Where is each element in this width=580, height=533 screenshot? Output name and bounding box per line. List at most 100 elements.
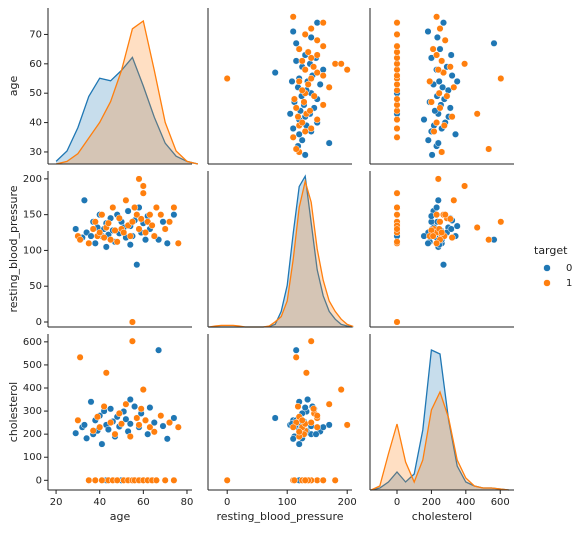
scatter-point <box>163 239 171 247</box>
y-tick-label: 0 <box>36 475 42 486</box>
x-axis-label: age <box>110 510 131 523</box>
scatter-point <box>85 239 93 247</box>
scatter-point <box>439 19 448 27</box>
scatter-point <box>161 476 169 484</box>
x-tick-label: 60 <box>137 497 150 508</box>
scatter-point <box>96 228 104 237</box>
scatter-point <box>301 404 309 412</box>
scatter-point <box>161 225 169 233</box>
scatter-point <box>446 215 454 223</box>
scatter-point <box>393 189 401 197</box>
scatter-point <box>319 101 327 109</box>
scatter-point <box>393 66 401 74</box>
scatter-point <box>170 414 178 422</box>
scatter-point <box>313 423 321 431</box>
scatter-point <box>298 57 306 65</box>
scatter-point <box>295 45 303 53</box>
scatter-point <box>128 318 136 326</box>
scatter-point <box>137 405 145 413</box>
y-axis-label: age <box>7 76 20 97</box>
scatter-point <box>447 51 455 59</box>
scatter-point <box>436 45 444 53</box>
scatter-point <box>313 476 321 484</box>
scatter-point <box>307 54 315 62</box>
scatter-point <box>133 261 141 269</box>
scatter-point <box>307 33 315 41</box>
scatter-point <box>102 243 110 251</box>
scatter-point <box>325 400 333 408</box>
scatter-point <box>89 427 97 435</box>
scatter-point <box>126 420 134 428</box>
scatter-point <box>111 430 119 438</box>
kde-fill <box>209 181 354 327</box>
scatter-point <box>98 211 106 219</box>
scatter-point <box>87 398 95 406</box>
scatter-point <box>438 228 446 237</box>
scatter-point <box>433 239 441 247</box>
y-tick-label: 150 <box>23 210 42 221</box>
y-tick-label: 60 <box>29 59 42 70</box>
scatter-point <box>271 69 279 77</box>
scatter-point <box>289 124 297 133</box>
scatter-point <box>98 440 106 448</box>
scatter-point <box>91 476 99 484</box>
scatter-point <box>433 211 441 219</box>
scatter-point <box>451 130 460 138</box>
scatter-point <box>300 98 308 106</box>
scatter-point <box>393 86 401 94</box>
scatter-point <box>292 346 300 354</box>
scatter-point <box>393 30 401 38</box>
scatter-point <box>446 104 454 112</box>
scatter-point <box>434 175 442 183</box>
scatter-point <box>307 124 315 133</box>
scatter-point <box>141 228 150 237</box>
scatter-point <box>393 72 401 80</box>
scatter-point <box>76 353 84 361</box>
scatter-point <box>313 36 321 44</box>
scatter-point <box>85 476 93 484</box>
scatter-point <box>443 92 451 100</box>
y-tick-label: 40 <box>29 118 42 129</box>
scatter-point <box>424 136 432 144</box>
scatter-point <box>393 318 401 326</box>
kde-fill <box>209 176 354 327</box>
scatter-point <box>461 182 469 190</box>
scatter-point <box>428 151 436 159</box>
scatter-point <box>292 57 300 65</box>
scatter-point <box>298 416 306 424</box>
scatter-point <box>436 218 444 226</box>
legend-marker <box>543 264 551 272</box>
scatter-point <box>393 211 401 219</box>
scatter-point <box>120 228 128 237</box>
y-axis-label: resting_blood_pressure <box>7 185 20 312</box>
scatter-point <box>319 19 327 27</box>
scatter-point <box>163 435 171 443</box>
scatter-point <box>434 196 442 204</box>
kde-line <box>55 56 199 165</box>
scatter-point <box>111 226 119 234</box>
scatter-point <box>289 13 297 21</box>
scatter-point <box>433 119 441 127</box>
scatter-point <box>310 92 318 100</box>
scatter-point <box>343 66 351 74</box>
scatter-point <box>72 429 80 437</box>
scatter-point <box>109 203 117 212</box>
y-tick-label: 500 <box>23 360 42 371</box>
scatter-point <box>393 80 401 88</box>
scatter-point <box>124 207 132 215</box>
scatter-point <box>146 404 154 412</box>
scatter-point <box>100 234 108 242</box>
scatter-point <box>292 145 300 153</box>
scatter-point <box>93 413 102 421</box>
scatter-point <box>170 203 178 212</box>
scatter-point <box>393 95 401 103</box>
scatter-point <box>292 353 300 361</box>
kde-line <box>370 390 509 491</box>
scatter-point <box>343 421 351 429</box>
scatter-point <box>435 89 443 97</box>
scatter-point <box>310 63 318 71</box>
scatter-point <box>104 425 112 434</box>
scatter-point <box>436 25 444 33</box>
scatter-point <box>325 83 333 91</box>
scatter-point <box>448 72 456 80</box>
